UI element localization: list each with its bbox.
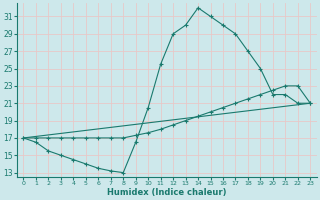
X-axis label: Humidex (Indice chaleur): Humidex (Indice chaleur) [107, 188, 227, 197]
